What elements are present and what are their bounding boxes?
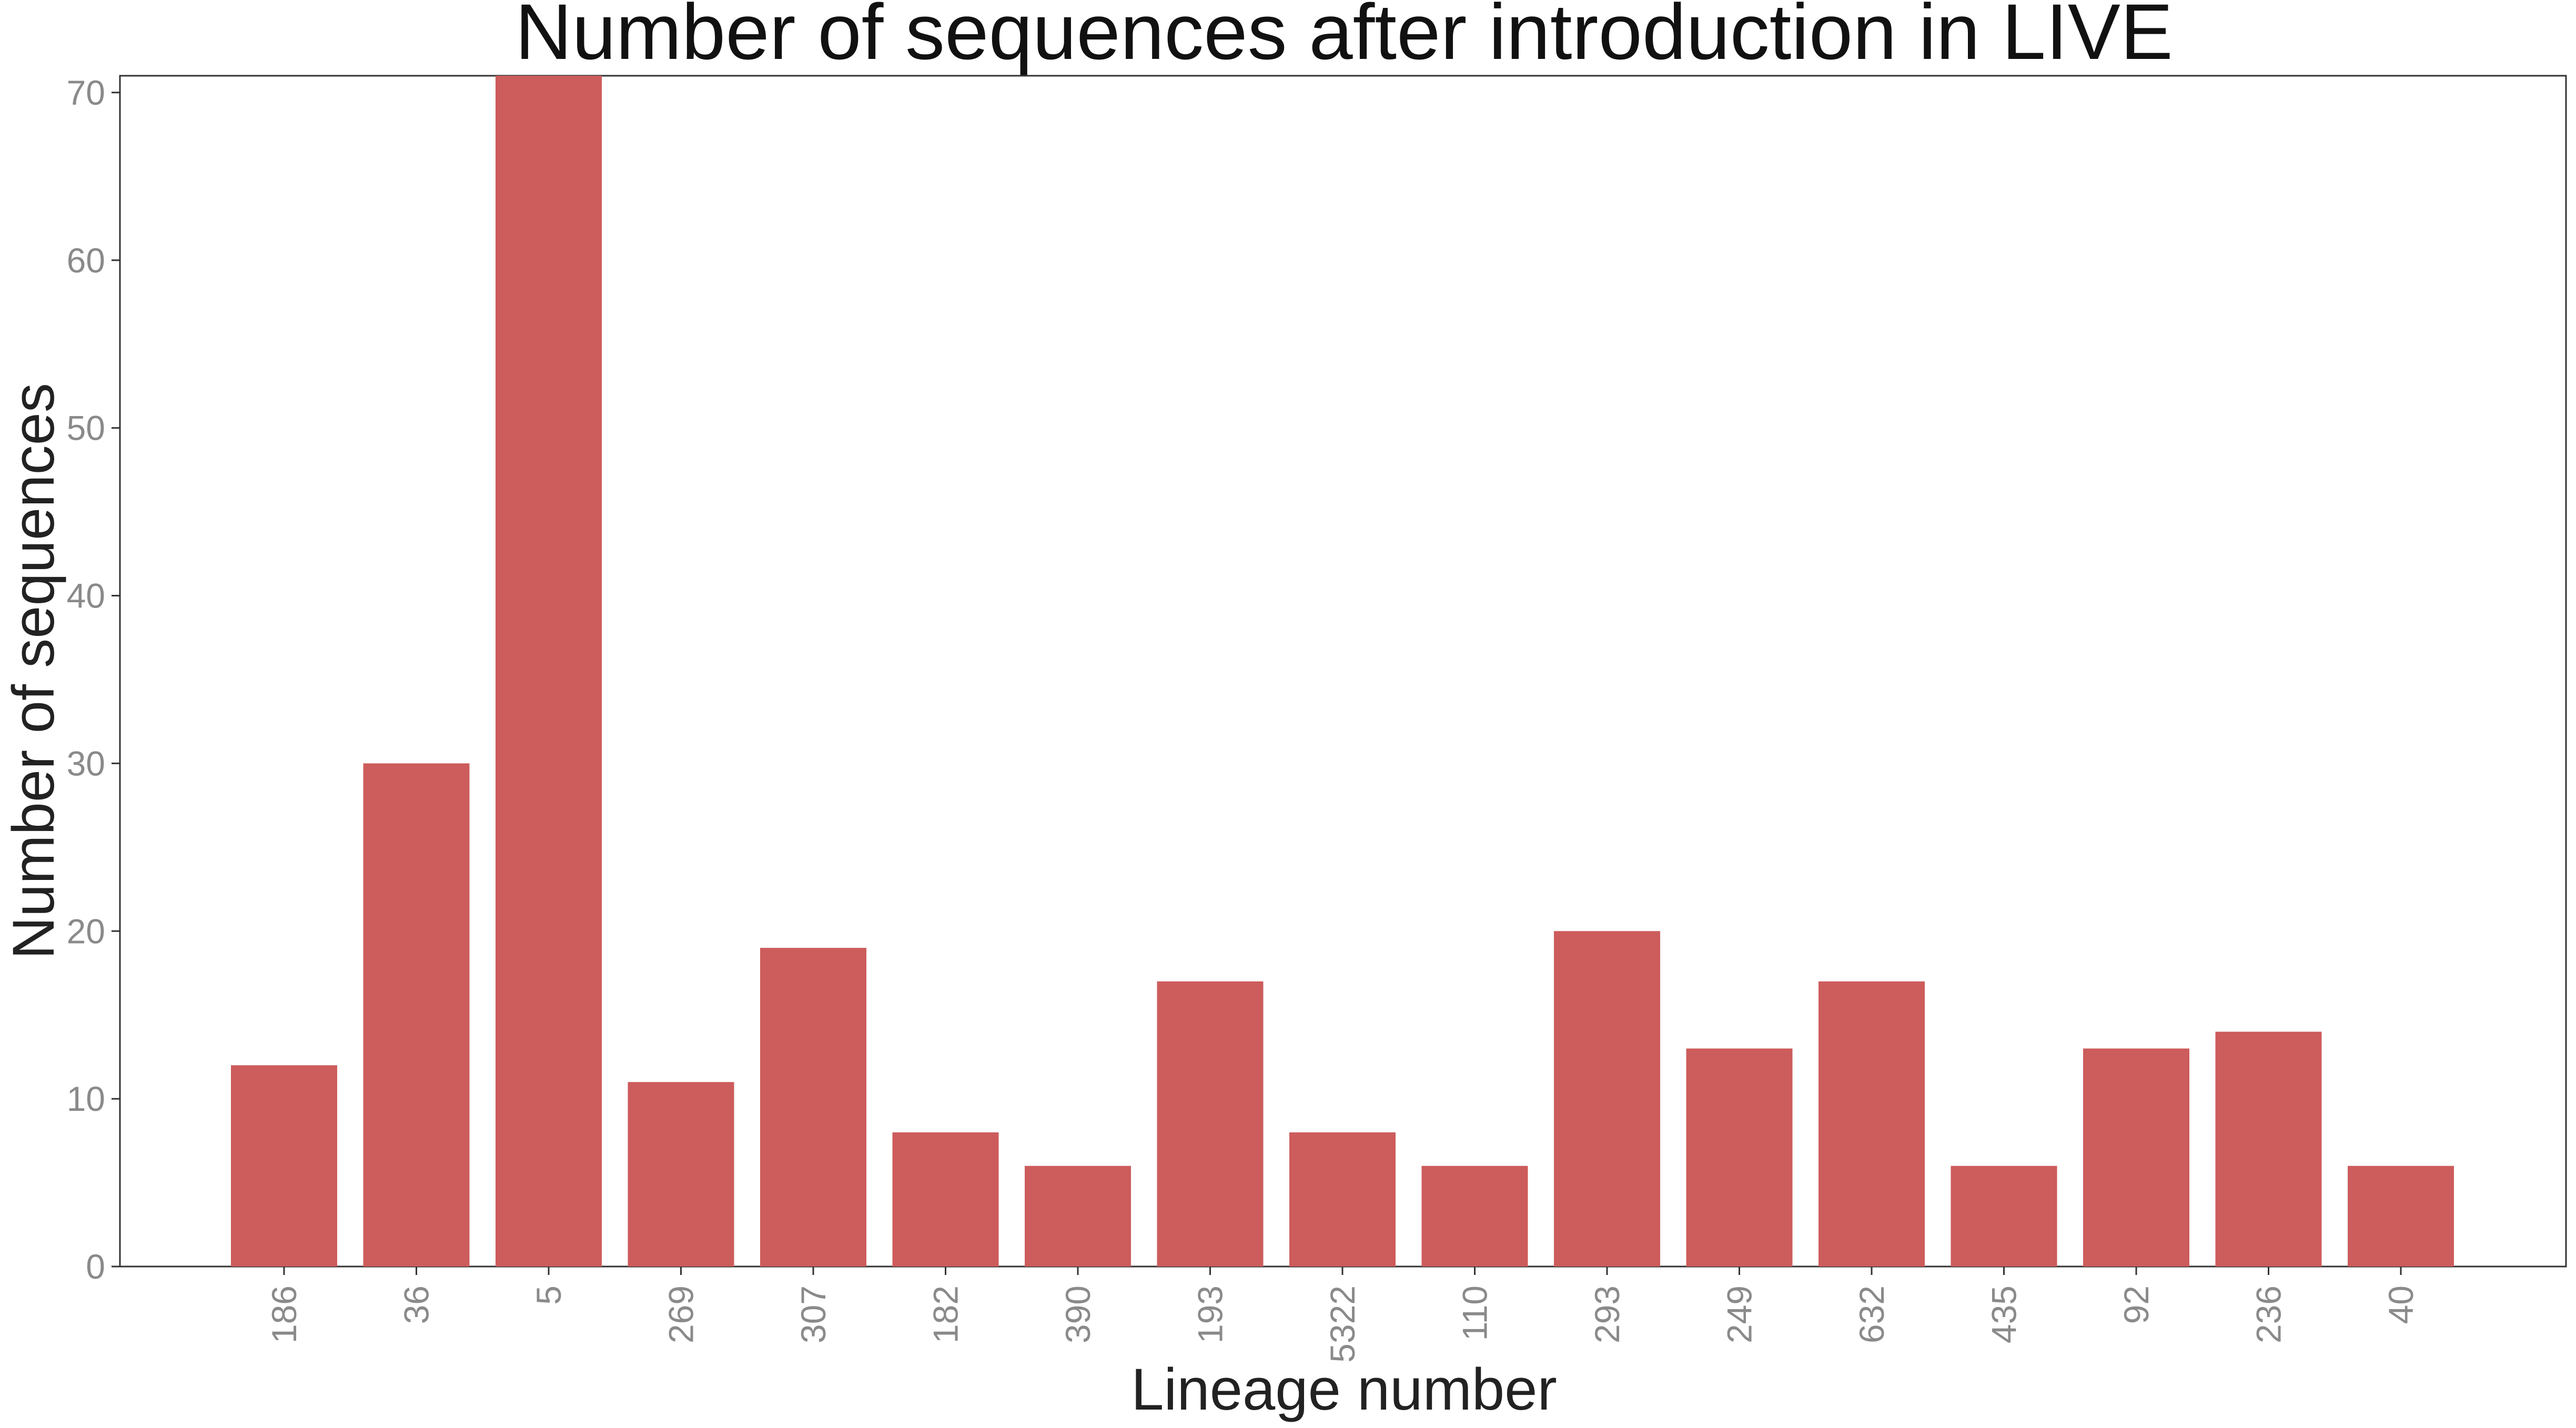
x-tick-label: 182 bbox=[926, 1285, 965, 1343]
bar-40 bbox=[2348, 1166, 2454, 1267]
x-axis-title: Lineage number bbox=[1131, 1356, 1557, 1422]
y-tick-label: 50 bbox=[67, 409, 105, 448]
x-tick-label: 269 bbox=[662, 1285, 701, 1343]
bar-249 bbox=[1686, 1048, 1793, 1267]
y-tick-label: 70 bbox=[67, 73, 105, 112]
y-axis: 0 10 20 30 40 50 60 70 bbox=[67, 73, 120, 1286]
bar-5322 bbox=[1289, 1132, 1396, 1267]
bar-390 bbox=[1025, 1166, 1131, 1267]
bar-36 bbox=[363, 763, 470, 1267]
bar-182 bbox=[892, 1132, 999, 1267]
bar-293 bbox=[1554, 931, 1660, 1267]
x-tick-label: 236 bbox=[2249, 1285, 2288, 1343]
x-tick-label: 249 bbox=[1720, 1285, 1759, 1343]
x-tick-label: 110 bbox=[1456, 1285, 1494, 1341]
bar-307 bbox=[760, 948, 866, 1267]
bar-186 bbox=[231, 1065, 337, 1267]
x-tick-label: 293 bbox=[1588, 1285, 1627, 1343]
y-axis-title: Number of sequences bbox=[1, 383, 66, 959]
bar-92 bbox=[2083, 1048, 2189, 1267]
x-tick-label: 5322 bbox=[1323, 1285, 1362, 1363]
x-axis: 186 36 5 269 307 182 390 193 5322 110 293 249 632 435… bbox=[265, 1267, 2420, 1363]
x-tick-label: 36 bbox=[397, 1285, 436, 1324]
x-tick-label: 193 bbox=[1191, 1285, 1230, 1343]
x-tick-label: 92 bbox=[2117, 1285, 2156, 1324]
bars-group bbox=[231, 76, 2454, 1267]
x-tick-label: 5 bbox=[529, 1285, 568, 1305]
y-tick-label: 40 bbox=[67, 576, 105, 615]
bar-269 bbox=[628, 1082, 734, 1267]
x-tick-label: 435 bbox=[1985, 1285, 2024, 1343]
x-tick-label: 307 bbox=[794, 1285, 833, 1343]
bar-5 bbox=[496, 76, 602, 1267]
bar-632 bbox=[1819, 981, 1925, 1267]
bar-236 bbox=[2215, 1031, 2322, 1267]
x-tick-label: 186 bbox=[265, 1285, 304, 1343]
bar-110 bbox=[1421, 1166, 1528, 1267]
chart-title: Number of sequences after introduction i… bbox=[515, 0, 2173, 76]
y-tick-label: 10 bbox=[67, 1079, 105, 1118]
x-tick-label: 390 bbox=[1058, 1285, 1097, 1343]
y-tick-label: 60 bbox=[67, 241, 105, 280]
bar-193 bbox=[1157, 981, 1264, 1267]
bar-435 bbox=[1951, 1166, 2057, 1267]
y-tick-label: 30 bbox=[67, 744, 105, 783]
y-tick-label: 0 bbox=[86, 1247, 105, 1286]
x-tick-label: 632 bbox=[1852, 1285, 1891, 1343]
plot-area-frame bbox=[119, 75, 2567, 1268]
y-tick-label: 20 bbox=[67, 912, 105, 950]
x-tick-label: 40 bbox=[2381, 1285, 2420, 1324]
